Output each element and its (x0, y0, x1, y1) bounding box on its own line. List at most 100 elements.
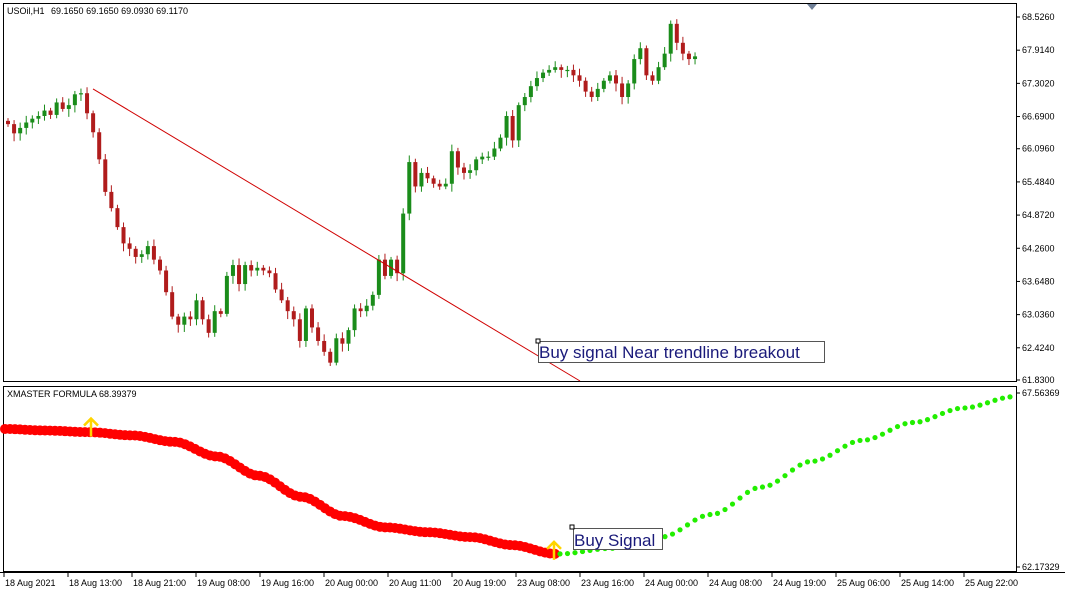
indicator-point-up (804, 459, 811, 465)
candle (407, 155, 412, 221)
candle (200, 296, 205, 325)
indicator-point-up (722, 506, 728, 513)
candle (437, 179, 442, 190)
candle (547, 65, 552, 76)
buy-signal-note[interactable]: Buy Signal (569, 524, 663, 550)
candle (528, 80, 533, 103)
candle (97, 128, 102, 165)
price-panel[interactable] (3, 3, 1017, 382)
candle (224, 271, 229, 317)
trendline-note[interactable]: Buy signal Near trendline breakout (535, 338, 825, 363)
candle (24, 115, 29, 135)
candle (376, 254, 381, 299)
candle (334, 333, 339, 366)
time-tick-label: 25 Aug 22:00 (965, 578, 1018, 588)
candle (6, 118, 10, 127)
signal-arrows (83, 416, 562, 560)
indicator-point-up (684, 522, 691, 528)
note-anchor-icon[interactable] (535, 338, 541, 344)
candle (36, 111, 41, 125)
candle (486, 151, 491, 161)
candle (66, 98, 71, 117)
candle (230, 259, 235, 284)
candle (328, 348, 333, 367)
candle (620, 76, 625, 105)
price-tick-label: 67.9140 (1022, 45, 1055, 55)
indicator-dots (0, 394, 1013, 559)
candle (498, 134, 503, 152)
candle (91, 110, 96, 138)
indicator-point-up (849, 439, 856, 446)
candle (510, 110, 515, 148)
candle (30, 115, 35, 129)
candle (48, 107, 53, 119)
indicator-point-up (842, 443, 848, 449)
candle (364, 299, 369, 317)
candle (607, 71, 612, 84)
indicator-point-up (699, 513, 706, 519)
candle (492, 141, 497, 161)
candle (370, 291, 375, 311)
buy-arrow-icon (83, 416, 99, 437)
chart-shift-marker-icon[interactable] (807, 4, 817, 10)
candle (303, 305, 308, 347)
candle (310, 304, 314, 333)
indicator-point-up (924, 417, 931, 423)
indicator-point-up (669, 531, 676, 537)
candle (650, 71, 655, 85)
trendline-layer[interactable] (92, 88, 581, 382)
indicator-point-up (857, 437, 863, 444)
candle (322, 334, 327, 356)
candle (103, 154, 108, 196)
candle (656, 61, 661, 85)
candle (291, 306, 296, 327)
candle (145, 240, 150, 260)
time-tick-label: 25 Aug 14:00 (901, 578, 954, 588)
indicator-point-up (707, 511, 713, 518)
candle (462, 162, 466, 180)
candle (522, 93, 527, 112)
indicator-point-up (737, 495, 743, 501)
indicator-point-up (729, 501, 736, 507)
price-tick-label: 65.4840 (1022, 177, 1055, 187)
trendline[interactable] (92, 88, 581, 382)
trendline-note-text: Buy signal Near trendline breakout (539, 343, 800, 362)
candle (164, 265, 169, 296)
candle (662, 47, 667, 70)
time-tick-label: 18 Aug 13:00 (69, 578, 122, 588)
candle (194, 293, 199, 326)
candle (60, 97, 65, 112)
candle (455, 147, 460, 175)
candle (182, 312, 187, 332)
candle (638, 42, 643, 65)
note-anchor-icon[interactable] (569, 524, 575, 530)
time-tick-label: 23 Aug 16:00 (581, 578, 634, 588)
candle (668, 20, 673, 62)
candle (614, 70, 618, 92)
candle (559, 64, 564, 78)
indicator-point-up (962, 405, 968, 411)
buy-arrow-icon (546, 540, 562, 560)
candle (18, 122, 23, 141)
time-tick-label: 19 Aug 16:00 (261, 578, 314, 588)
indicator-tick-label: 67.56369 (1022, 388, 1060, 398)
candle (158, 256, 162, 275)
price-tick-label: 62.4240 (1022, 343, 1055, 353)
time-tick-label: 25 Aug 06:00 (837, 578, 890, 588)
candle (12, 120, 17, 142)
candle (352, 304, 357, 337)
indicator-point-up (819, 456, 826, 462)
indicator-point-up (864, 437, 871, 443)
indicator-point-up (827, 452, 833, 458)
indicator-point-up (579, 548, 586, 555)
candle (109, 185, 114, 212)
candle (431, 175, 436, 188)
candle (249, 260, 254, 277)
indicator-point-up (789, 467, 796, 473)
candle (206, 314, 211, 338)
indicator-point-up (909, 419, 916, 426)
candle (401, 208, 406, 281)
candle (279, 282, 284, 304)
candle (42, 104, 47, 121)
